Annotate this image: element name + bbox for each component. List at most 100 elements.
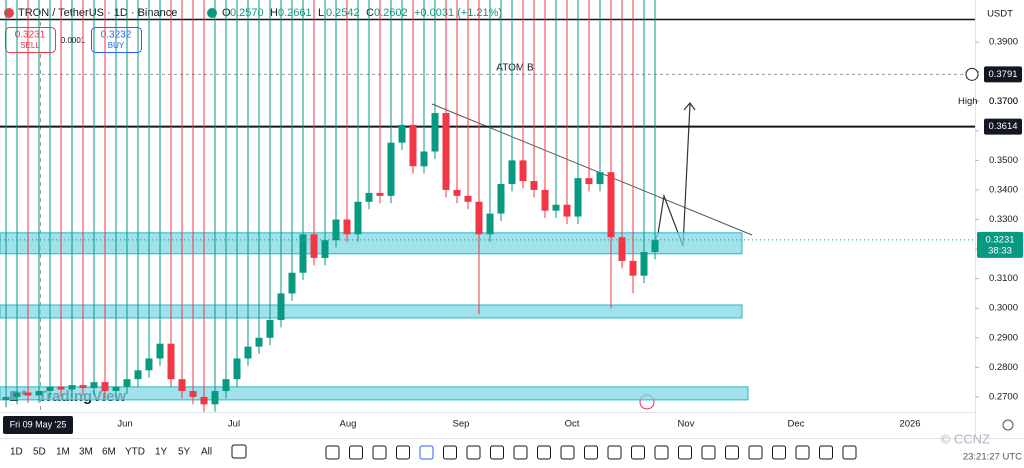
tool-icon[interactable] [654,445,669,460]
tool-icon[interactable] [842,445,857,460]
crosshair-date-bg [3,416,73,434]
x-tick-label: Jul [228,419,240,430]
timeframe[interactable]: 5D [33,447,46,458]
tool-icon[interactable] [631,445,645,460]
replay-icon[interactable] [231,444,247,459]
candle-body [541,189,549,211]
candle-body [167,343,175,380]
ohlc-value: 0.2661 [278,7,312,19]
candle-body [178,379,186,392]
annotation: ATOM B [496,63,534,74]
candle-body [189,391,197,397]
tool-icon[interactable] [819,445,833,460]
y-tick-label: 0.3700 [989,96,1018,107]
last-label: 0.3231 [985,234,1014,245]
candle-body [343,219,351,235]
candle-body [101,382,109,392]
zone [0,232,743,255]
tool-icon[interactable] [396,445,410,460]
tool-icon[interactable] [678,445,692,460]
y-tick-label: 0.2700 [989,391,1018,402]
tool-icon[interactable] [748,445,763,460]
candle-body [145,358,153,371]
timeframe[interactable]: 3M [79,447,93,458]
y-tick-label: 0.3900 [989,37,1018,48]
high-text: High [958,96,978,107]
candle-body [387,142,395,196]
y-tick-label: 0.3500 [989,155,1018,166]
candle-body [2,396,10,400]
candle-body [79,385,87,389]
tool-icon[interactable] [537,445,551,460]
candle-body [46,386,54,392]
clock: 23:21:27 UTC [963,452,1022,463]
x-tick-label: Jun [117,419,132,430]
candle-body [574,178,582,217]
tool-icon[interactable] [513,445,528,460]
candle-body [409,124,417,167]
countdown: 38:33 [988,245,1012,256]
timeframe[interactable]: 6M [102,447,116,458]
ohlc-key: H [270,7,278,19]
currency: USDT [987,9,1013,20]
resistance-label: 0.3614 [988,121,1017,132]
sell-label: SELL [20,41,40,50]
timeframe[interactable]: 5Y [178,447,191,458]
tool-icon[interactable] [443,445,457,460]
dashed-label-bg [984,66,1022,83]
candle-body [398,124,406,143]
zone [0,304,743,319]
ohlc-key: C [366,7,374,19]
timeframe[interactable]: YTD [125,447,145,458]
candle-body [90,382,98,389]
crosshair-date: Fri 09 May '25 [10,419,67,429]
tool-icon[interactable] [795,445,810,460]
sell-price: 0.3231 [15,30,46,41]
candle-body [651,239,659,253]
candle-body [68,385,76,390]
candle-body [13,392,21,397]
candle-body [508,160,516,185]
dashed-label: 0.3791 [988,69,1017,80]
candle-body [585,178,593,185]
tool-icon[interactable] [701,445,716,460]
candle-body [57,386,65,390]
candle-body [453,189,461,196]
candle-body [200,396,208,405]
candle-body [618,237,626,261]
candle-body [299,234,307,273]
tool-icon[interactable] [419,445,434,460]
candle-body [629,260,637,276]
tool-icon[interactable] [584,445,598,460]
timeframe[interactable]: 1Y [155,447,168,458]
tool-icon[interactable] [725,445,739,460]
ohlc-key: L [318,7,324,19]
y-tick-label: 0.3000 [989,303,1018,314]
tool-icon[interactable] [607,445,622,460]
timeframe[interactable]: 1D [10,447,23,458]
candle-body [552,204,560,211]
tool-icon[interactable] [466,445,481,460]
tool-icon[interactable] [560,445,575,460]
timeframe[interactable]: 1M [56,447,70,458]
tool-icon[interactable] [490,445,504,460]
symbol: TRON / TetherUS · 1D · Binance [18,7,177,19]
candle-body [420,151,428,167]
tool-icon[interactable] [325,445,340,460]
add-alert[interactable] [965,67,979,81]
tool-icon[interactable] [372,445,387,460]
x-tick-label: Nov [678,419,695,430]
candle-body [530,181,538,190]
candle-body [277,293,285,321]
ohlc-value: 0.2570 [230,7,264,19]
resistance-label-bg [984,118,1022,135]
timeframe[interactable]: All [201,447,212,458]
tool-icon[interactable] [349,445,363,460]
tool-icon[interactable] [772,445,786,460]
y-tick-label: 0.2800 [989,362,1018,373]
y-tick-label: 0.3300 [989,214,1018,225]
settings-icon[interactable] [1002,419,1014,431]
candle-body [442,113,450,190]
candle-body [519,160,527,182]
